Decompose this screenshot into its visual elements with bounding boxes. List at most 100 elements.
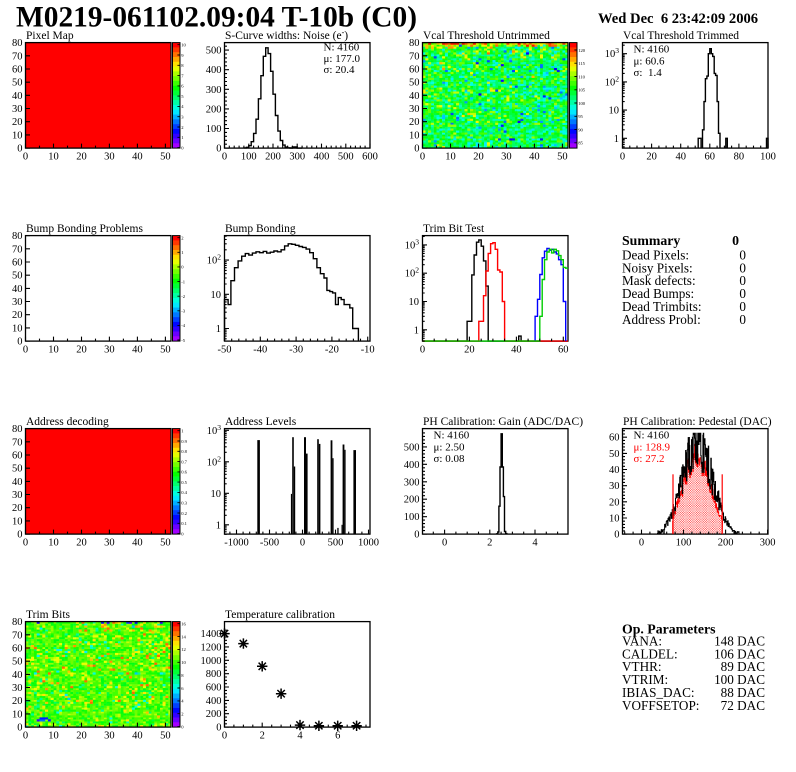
- svg-text:80: 80: [734, 152, 745, 163]
- svg-text:80: 80: [12, 231, 23, 242]
- svg-text:1: 1: [181, 135, 184, 140]
- svg-text:N: 4160: N: 4160: [634, 44, 670, 56]
- svg-text:50: 50: [160, 345, 171, 356]
- svg-text:6: 6: [335, 731, 340, 742]
- svg-text:400: 400: [404, 460, 420, 471]
- svg-text:100: 100: [760, 152, 776, 163]
- svg-text:0: 0: [181, 265, 184, 270]
- svg-text:1: 1: [216, 520, 221, 531]
- svg-text:50: 50: [160, 538, 171, 549]
- svg-text:4: 4: [181, 699, 184, 704]
- svg-text:600: 600: [206, 683, 222, 694]
- svg-text:1400: 1400: [201, 629, 222, 640]
- svg-text:400: 400: [314, 152, 330, 163]
- svg-text:-3: -3: [181, 309, 186, 314]
- svg-text:100 DAC: 100 DAC: [714, 672, 765, 687]
- svg-text:0: 0: [639, 538, 644, 549]
- svg-text:85: 85: [578, 141, 583, 146]
- svg-text:VANA:: VANA:: [622, 634, 662, 649]
- svg-text:40: 40: [12, 670, 23, 681]
- svg-text:M0219-061102.09:04 T-10b (C0): M0219-061102.09:04 T-10b (C0): [16, 1, 417, 34]
- svg-text:μ: 60.6: μ: 60.6: [634, 56, 665, 68]
- svg-text:40: 40: [132, 152, 143, 163]
- svg-text:Bump Bonding: Bump Bonding: [225, 223, 296, 235]
- svg-text:0.4: 0.4: [181, 490, 187, 495]
- svg-text:10: 10: [181, 43, 186, 48]
- svg-text:60: 60: [558, 345, 569, 356]
- svg-text:600: 600: [362, 152, 378, 163]
- svg-text:0.6: 0.6: [181, 470, 187, 475]
- svg-text:20: 20: [12, 310, 23, 321]
- svg-text:4: 4: [532, 538, 538, 549]
- svg-text:0: 0: [614, 530, 619, 541]
- svg-text:40: 40: [132, 345, 143, 356]
- svg-text:10: 10: [12, 323, 23, 334]
- svg-text:100: 100: [241, 152, 257, 163]
- svg-text:40: 40: [12, 91, 23, 102]
- svg-text:95: 95: [578, 114, 583, 119]
- svg-text:0.3: 0.3: [181, 501, 187, 506]
- svg-text:Dead Trimbits:: Dead Trimbits:: [622, 299, 702, 314]
- svg-text:0: 0: [17, 530, 22, 541]
- svg-text:Vcal Threshold Trimmed: Vcal Threshold Trimmed: [623, 30, 739, 42]
- svg-text:0: 0: [181, 724, 184, 729]
- svg-text:0: 0: [420, 345, 425, 356]
- svg-text:400: 400: [206, 696, 222, 707]
- svg-text:N: 4160: N: 4160: [634, 430, 670, 442]
- svg-text:400: 400: [206, 65, 222, 76]
- svg-text:10: 10: [409, 130, 420, 141]
- svg-text:0: 0: [222, 731, 227, 742]
- svg-text:30: 30: [12, 490, 23, 501]
- svg-text:50: 50: [609, 449, 620, 460]
- svg-text:0: 0: [620, 152, 625, 163]
- svg-text:Dead Bumps:: Dead Bumps:: [622, 286, 694, 301]
- svg-text:30: 30: [12, 297, 23, 308]
- svg-text:30: 30: [104, 731, 115, 742]
- svg-text:PH Calibration: Pedestal (DAC): PH Calibration: Pedestal (DAC): [623, 416, 772, 428]
- svg-text:100: 100: [404, 512, 420, 523]
- svg-text:S-Curve widths: Noise (e-): S-Curve widths: Noise (e-): [225, 28, 348, 42]
- svg-text:3: 3: [181, 115, 184, 120]
- svg-text:0.5: 0.5: [181, 480, 187, 485]
- svg-text:300: 300: [206, 85, 222, 96]
- svg-text:9: 9: [181, 53, 184, 58]
- svg-text:12: 12: [181, 647, 186, 652]
- svg-text:10: 10: [48, 345, 59, 356]
- svg-text:PH Calibration: Gain (ADC/DAC): PH Calibration: Gain (ADC/DAC): [423, 416, 583, 428]
- svg-text:0: 0: [216, 144, 221, 155]
- svg-text:70: 70: [409, 51, 420, 62]
- svg-text:0: 0: [216, 723, 221, 734]
- svg-text:40: 40: [132, 731, 143, 742]
- svg-text:200: 200: [404, 495, 420, 506]
- svg-text:0: 0: [17, 337, 22, 348]
- svg-text:Mask defects:: Mask defects:: [622, 273, 696, 288]
- svg-text:-50: -50: [218, 345, 232, 356]
- svg-text:100: 100: [206, 124, 222, 135]
- svg-text:60: 60: [12, 451, 23, 462]
- svg-text:80: 80: [12, 424, 23, 435]
- svg-text:40: 40: [511, 345, 522, 356]
- svg-text:Summary: Summary: [622, 233, 680, 248]
- svg-text:20: 20: [76, 152, 87, 163]
- svg-text:20: 20: [12, 117, 23, 128]
- svg-text:0: 0: [732, 233, 739, 248]
- svg-text:-20: -20: [325, 345, 339, 356]
- svg-text:10: 10: [12, 130, 23, 141]
- svg-text:μ: 177.0: μ: 177.0: [324, 53, 361, 65]
- svg-text:300: 300: [289, 152, 305, 163]
- svg-text:σ: 0.08: σ: 0.08: [434, 453, 465, 465]
- svg-text:20: 20: [464, 345, 475, 356]
- svg-text:89 DAC: 89 DAC: [721, 659, 766, 674]
- svg-text:σ: 1.4: σ: 1.4: [634, 67, 663, 79]
- svg-text:500: 500: [404, 442, 420, 453]
- svg-text:200: 200: [206, 709, 222, 720]
- svg-text:-40: -40: [253, 345, 267, 356]
- svg-text:20: 20: [12, 696, 23, 707]
- svg-text:10: 10: [211, 290, 222, 301]
- svg-text:50: 50: [557, 152, 568, 163]
- svg-text:40: 40: [609, 465, 620, 476]
- svg-text:0: 0: [17, 144, 22, 155]
- svg-text:14: 14: [181, 634, 186, 639]
- svg-text:μ: 128.9: μ: 128.9: [634, 442, 671, 454]
- svg-text:70: 70: [12, 630, 23, 641]
